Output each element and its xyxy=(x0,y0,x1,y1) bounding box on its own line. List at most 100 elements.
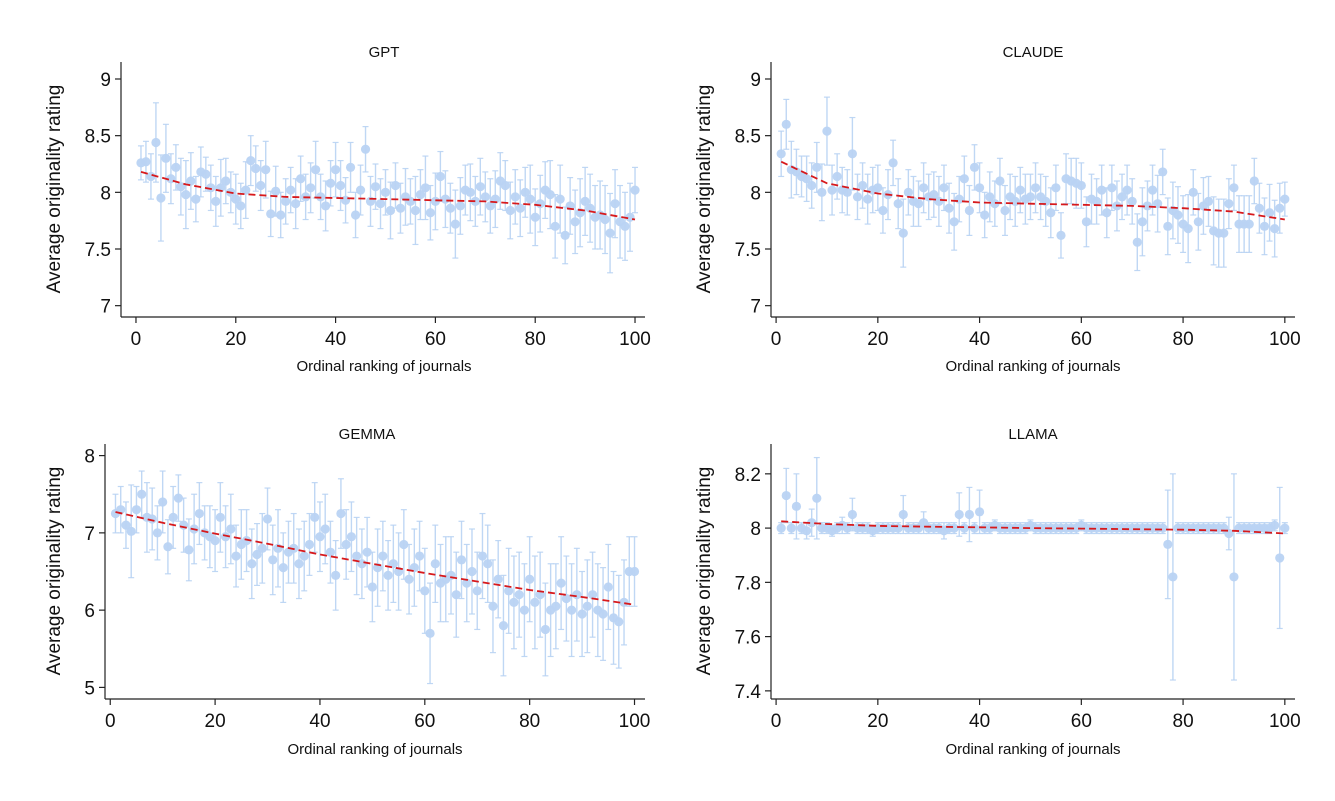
data-point xyxy=(1219,228,1229,238)
x-tick-label: 60 xyxy=(1071,329,1092,350)
panel-gpt: GPT 0 20 40 60 80 100 7 7.5 8 8.5 9 Ordinal rankin… xyxy=(44,44,651,375)
y-tick-label: 7.6 xyxy=(735,628,761,649)
data-point xyxy=(271,186,281,196)
data-point xyxy=(939,183,949,193)
data-point xyxy=(425,208,436,218)
y-tick-label: 7.5 xyxy=(85,240,111,261)
data-point xyxy=(786,523,796,533)
data-point xyxy=(1259,221,1270,231)
data-point xyxy=(519,605,530,615)
data-point xyxy=(969,162,980,172)
data-point xyxy=(898,509,908,520)
data-point xyxy=(629,566,640,577)
data-point xyxy=(572,590,582,600)
data-point xyxy=(151,137,161,148)
data-point xyxy=(146,171,156,182)
data-point xyxy=(974,507,985,517)
data-point xyxy=(776,523,786,533)
data-point xyxy=(266,209,276,219)
data-point xyxy=(1030,183,1041,193)
data-point xyxy=(462,578,472,588)
data-point xyxy=(974,183,985,193)
data-point xyxy=(873,183,883,193)
data-point xyxy=(832,171,842,182)
data-point xyxy=(1270,224,1280,234)
data-point xyxy=(577,609,587,619)
data-point xyxy=(1183,224,1193,234)
data-point xyxy=(488,601,498,611)
data-point xyxy=(1275,203,1285,213)
data-point xyxy=(440,194,450,204)
data-point xyxy=(147,514,157,524)
data-point xyxy=(1132,237,1142,247)
data-point xyxy=(173,493,183,503)
data-point xyxy=(236,201,246,211)
data-point xyxy=(261,165,271,175)
x-tick-label: 40 xyxy=(969,329,990,350)
x-tick-label: 20 xyxy=(205,711,226,732)
data-point xyxy=(345,162,356,172)
data-point xyxy=(1254,203,1264,213)
axis-ticks: 0 20 40 60 80 100 7 7.5 8 8.5 9 xyxy=(85,70,651,350)
y-tick-label: 8 xyxy=(100,183,111,204)
x-tick-label: 0 xyxy=(771,711,782,732)
data-point xyxy=(201,169,211,179)
data-point xyxy=(555,194,565,204)
data-point xyxy=(161,153,171,163)
data-point xyxy=(903,187,913,197)
data-point xyxy=(390,180,401,191)
fit-line xyxy=(781,520,1285,535)
data-point xyxy=(350,210,361,220)
data-point xyxy=(241,535,252,546)
data-point xyxy=(281,196,291,206)
data-point xyxy=(451,590,461,600)
x-tick-label: 20 xyxy=(867,711,888,732)
data-point xyxy=(949,217,959,227)
y-tick-label: 7.8 xyxy=(735,573,761,594)
data-point xyxy=(929,190,939,200)
x-tick-label: 100 xyxy=(1269,711,1301,732)
x-tick-label: 0 xyxy=(105,711,116,732)
data-point xyxy=(326,178,336,188)
data-point xyxy=(467,566,477,577)
x-tick-label: 60 xyxy=(1071,711,1092,732)
x-axis-title: Ordinal ranking of journals xyxy=(945,358,1120,375)
data-point xyxy=(296,174,306,184)
data-point xyxy=(340,195,351,205)
data-point xyxy=(1244,219,1254,229)
data-point xyxy=(614,617,624,627)
data-point xyxy=(1127,196,1137,206)
data-point xyxy=(1193,217,1203,227)
data-point xyxy=(610,199,620,209)
data-point xyxy=(530,597,540,608)
data-point xyxy=(964,509,975,520)
data-point xyxy=(791,501,802,511)
y-tick-label: 7.5 xyxy=(735,240,761,261)
data-point xyxy=(215,512,225,523)
data-point xyxy=(186,176,196,186)
data-point xyxy=(278,563,288,573)
y-axis-title: Average originality rating xyxy=(694,85,715,294)
data-point xyxy=(807,518,817,528)
data-point xyxy=(520,187,530,197)
data-point xyxy=(336,508,346,519)
data-point xyxy=(360,144,371,154)
data-point xyxy=(530,212,540,222)
data-point xyxy=(241,185,251,195)
data-point xyxy=(477,551,488,561)
data-point xyxy=(580,196,590,206)
x-tick-label: 40 xyxy=(969,711,990,732)
data-point xyxy=(514,590,524,600)
fit-line xyxy=(140,171,636,221)
data-point xyxy=(483,559,493,569)
data-point xyxy=(346,532,357,542)
data-point xyxy=(959,523,969,533)
data-point xyxy=(995,176,1005,186)
data-point xyxy=(893,199,903,209)
data-point xyxy=(630,185,640,195)
data-point xyxy=(817,187,827,197)
data-point xyxy=(388,559,398,569)
data-point xyxy=(367,582,377,592)
panel-title: LLAMA xyxy=(1008,426,1057,443)
data-point xyxy=(252,549,262,560)
